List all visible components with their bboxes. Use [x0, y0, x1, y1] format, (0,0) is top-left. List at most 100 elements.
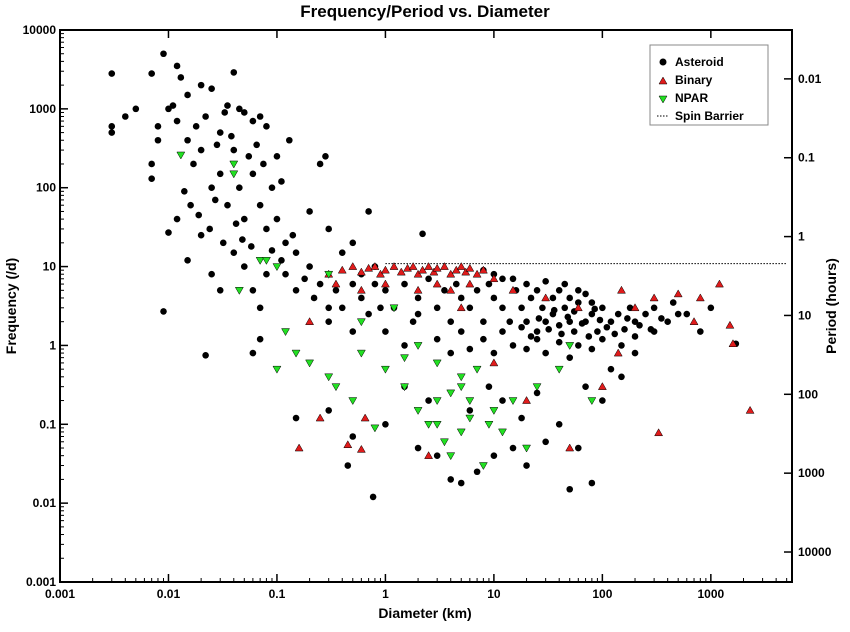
- asteroid-point: [382, 328, 389, 335]
- asteroid-point: [108, 129, 116, 136]
- y-tick-label: 10: [43, 260, 57, 274]
- asteroid-point: [499, 304, 506, 312]
- asteroid-point: [533, 328, 541, 335]
- asteroid-point: [230, 146, 238, 154]
- npar-point: [446, 452, 456, 461]
- binary-point: [617, 285, 626, 294]
- x-tick-label: 1000: [697, 587, 724, 601]
- asteroid-point: [184, 91, 191, 99]
- asteroid-point: [575, 342, 582, 349]
- asteroid-point: [433, 335, 441, 343]
- asteroid-point: [578, 320, 586, 327]
- asteroid-point: [208, 184, 215, 192]
- y2-tick-label: 0.01: [798, 72, 822, 86]
- asteroid-point: [490, 349, 498, 357]
- asteroid-point: [542, 438, 549, 446]
- x-tick-label: 1: [382, 587, 389, 601]
- asteroid-point: [523, 318, 530, 325]
- legend-npar: NPAR: [675, 91, 708, 105]
- asteroid-point: [338, 249, 346, 256]
- asteroid-point: [216, 287, 224, 294]
- asteroid-point: [523, 462, 530, 469]
- npar-point: [380, 365, 390, 374]
- asteroid-point: [473, 468, 481, 476]
- asteroid-point: [603, 323, 611, 331]
- asteroid-point: [263, 270, 270, 278]
- asteroid-point: [542, 349, 549, 357]
- binary-point: [364, 263, 374, 272]
- npar-point: [356, 318, 366, 327]
- asteroid-point: [527, 333, 535, 340]
- asteroid-point: [173, 117, 181, 125]
- asteroid-point: [558, 330, 565, 338]
- asteroid-point: [240, 263, 248, 270]
- asteroid-point: [282, 239, 289, 247]
- binary-point: [456, 262, 466, 270]
- asteroid-point: [523, 280, 530, 288]
- asteroid-point: [414, 294, 422, 302]
- npar-point: [424, 421, 434, 429]
- asteroid-point: [596, 316, 604, 324]
- npar-point: [446, 389, 456, 398]
- asteroid-point: [555, 321, 563, 329]
- asteroid-point: [377, 304, 384, 312]
- npar-point: [176, 151, 186, 160]
- npar-point: [356, 349, 366, 358]
- asteroid-point: [219, 239, 227, 247]
- asteroid-point: [365, 208, 372, 215]
- asteroid-point: [249, 117, 257, 125]
- asteroid-point: [621, 326, 628, 333]
- asteroid-point: [292, 287, 300, 294]
- npar-point: [478, 462, 488, 471]
- y-tick-label: 0.1: [39, 417, 56, 431]
- y-tick-label: 1: [49, 338, 56, 352]
- asteroid-point: [518, 323, 525, 331]
- binary-point: [461, 267, 471, 276]
- binary-point: [489, 274, 499, 283]
- asteroid-point: [674, 310, 682, 318]
- asteroid-point: [160, 308, 167, 315]
- asteroid-point: [561, 304, 569, 312]
- asteroid-point: [414, 444, 422, 452]
- npar-point: [522, 444, 531, 453]
- asteroid-point: [187, 201, 194, 209]
- asteroid-point: [588, 310, 596, 318]
- x-tick-label: 10: [487, 587, 501, 601]
- asteroid-point: [230, 69, 238, 76]
- asteroid-point: [599, 335, 606, 343]
- asteroid-point: [466, 304, 474, 312]
- asteroid-point: [506, 318, 514, 325]
- npar-point: [400, 383, 409, 392]
- asteroid-point: [545, 326, 552, 333]
- x-tick-label: 0.01: [157, 587, 181, 601]
- asteroid-point: [260, 160, 267, 168]
- asteroid-point: [564, 313, 572, 321]
- npar-point: [413, 407, 423, 415]
- asteroid-point: [221, 109, 229, 116]
- binary-point: [489, 358, 499, 367]
- asteroid-point: [542, 278, 549, 285]
- asteroid-point: [575, 287, 582, 294]
- asteroid-point: [452, 280, 460, 288]
- asteroid-point: [485, 383, 493, 390]
- y-axis-label: Frequency (/d): [3, 258, 19, 354]
- asteroid-point: [256, 304, 264, 312]
- asteroid-point: [509, 342, 517, 349]
- asteroid-point: [401, 342, 408, 349]
- binary-point: [389, 262, 399, 270]
- binary-point: [424, 262, 434, 270]
- y-tick-label: 100: [36, 181, 56, 195]
- y2-tick-label: 1: [798, 230, 805, 244]
- asteroid-point: [240, 215, 248, 223]
- y2-tick-label: 100: [798, 387, 818, 401]
- asteroid-point: [518, 414, 525, 422]
- asteroid-point: [457, 479, 465, 487]
- binary-point: [446, 285, 456, 294]
- asteroid-point: [132, 105, 140, 113]
- asteroid-point: [509, 444, 517, 452]
- asteroid-point: [582, 290, 589, 298]
- legend-asteroid-marker: [659, 58, 667, 66]
- asteroid-point: [349, 280, 357, 288]
- npar-point: [331, 383, 341, 392]
- npar-point: [229, 160, 239, 169]
